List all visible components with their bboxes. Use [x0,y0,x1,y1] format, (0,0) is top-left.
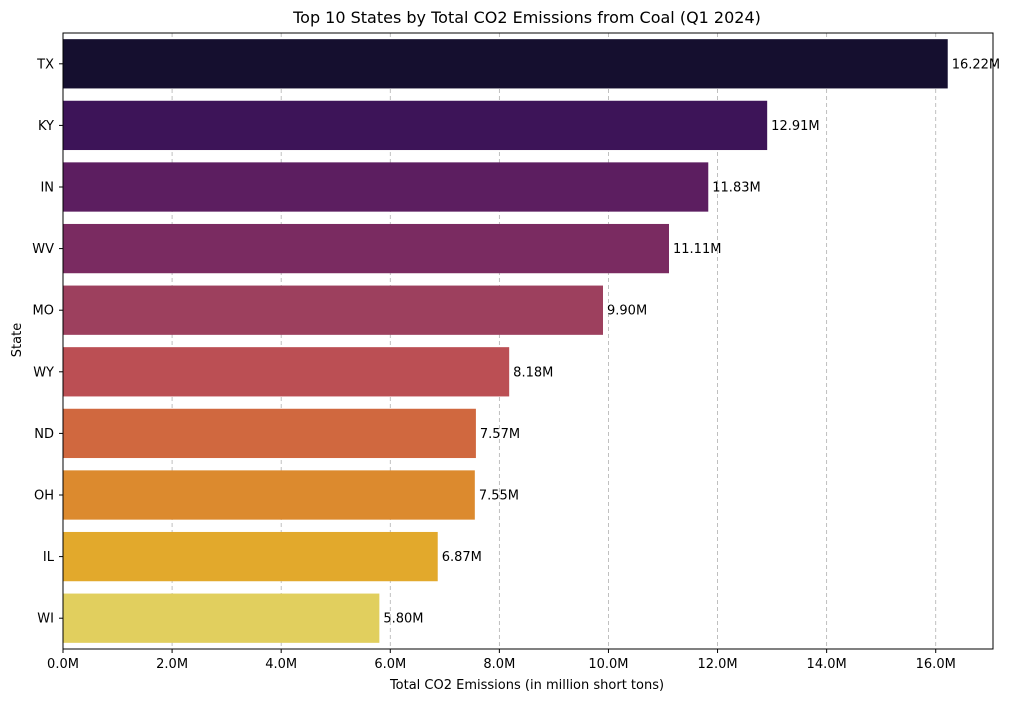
data-label: 11.11M [673,242,721,257]
plot-frame [62,32,994,650]
y-tick-label: WI [37,612,54,627]
data-label: 5.80M [383,612,423,627]
x-tick-label: 10.0M [588,657,628,672]
bars [63,39,948,643]
bar-wi [63,593,380,643]
x-tick-label: 16.0M [916,657,956,672]
y-axis-title: State [10,323,25,357]
y-tick-label: TX [36,57,54,72]
data-label: 7.55M [479,489,519,504]
bar-in [63,162,709,212]
y-axis: TX KY IN WV MO WY ND OH IL WI [32,57,63,627]
y-tick-label: OH [34,489,54,504]
x-tick-label: 4.0M [265,657,297,672]
y-tick-label: WV [32,242,54,257]
bar-ky [63,100,768,151]
x-axis-title: Total CO2 Emissions (in million short to… [389,678,664,693]
x-tick-label: 14.0M [807,657,847,672]
data-label: 16.22M [952,57,1000,72]
data-label: 8.18M [513,365,553,380]
data-label: 7.57M [480,427,520,442]
bar-il [63,531,438,582]
bar-wv [63,223,669,274]
data-label: 9.90M [607,304,647,319]
x-tick-label: 8.0M [483,657,515,672]
data-labels: 16.22M 12.91M 11.83M 11.11M 9.90M 8.18M 7.57M 7… [383,57,1000,626]
y-tick-label: WY [33,365,54,380]
data-label: 12.91M [771,119,819,134]
y-tick-label: MO [33,304,54,319]
x-tick-label: 6.0M [374,657,406,672]
y-tick-label: ND [34,427,54,442]
bar-oh [63,470,475,520]
bar-tx [63,39,948,89]
data-label: 11.83M [712,181,760,196]
bar-wy [63,347,510,397]
y-tick-label: IN [40,181,54,196]
bar-nd [63,408,476,459]
bar-mo [63,285,603,335]
x-axis: 0.0M 2.0M 4.0M 6.0M 8.0M 10.0M 12.0M 14.0M 16.0M [47,649,956,672]
chart-title: Top 10 States by Total CO2 Emissions fro… [292,8,761,27]
x-tick-label: 12.0M [697,657,737,672]
x-tick-label: 2.0M [156,657,188,672]
data-label: 6.87M [442,550,482,565]
y-tick-label: IL [43,550,55,565]
x-tick-label: 0.0M [47,657,79,672]
y-tick-label: KY [38,119,54,134]
